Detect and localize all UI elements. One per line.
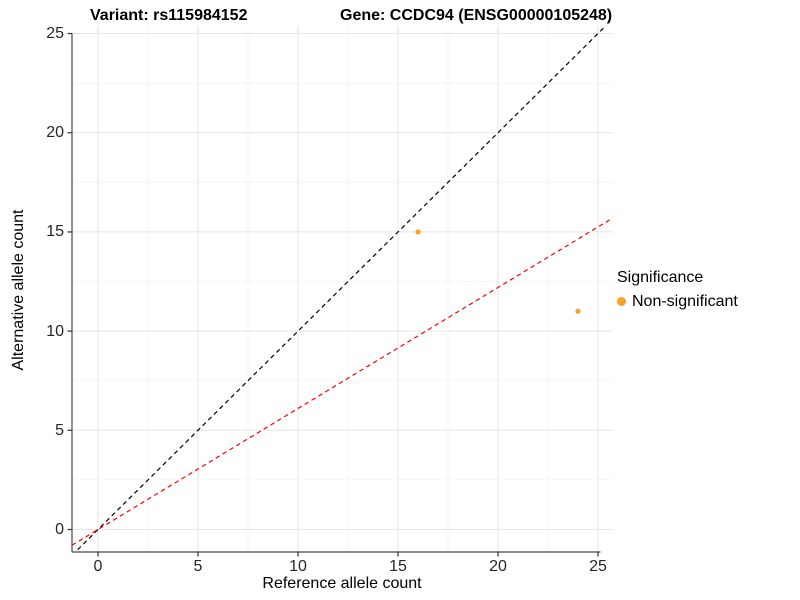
x-tick-label: 5 [193,558,203,575]
data-point [415,229,421,235]
y-tick-label: 20 [46,124,64,142]
x-tick-label: 25 [589,558,607,575]
legend-title: Significance [617,269,704,286]
plot-title-variant: Variant: rs115984152 [90,7,248,24]
plot-title-gene: Gene: CCDC94 (ENSG00000105248) [340,7,613,24]
y-tick-label: 15 [46,223,64,241]
y-tick-label: 0 [55,521,64,538]
legend-item-non-significant: Non-significant [617,292,738,311]
y-tick-label: 25 [46,25,64,43]
x-tick-label: 10 [289,558,307,575]
x-axis-label: Reference allele count [262,575,422,592]
x-tick-label: 0 [93,558,103,575]
x-tick-label: 20 [489,558,507,575]
legend-dot-icon [617,297,626,306]
legend-item-label: Non-significant [632,293,738,310]
y-tick-label: 5 [55,421,64,439]
y-axis-label: Alternative allele count [10,209,27,371]
y-tick-label: 10 [46,322,64,340]
data-point [575,308,581,314]
identity-reference-line [74,26,607,552]
legend: Significance Non-significant [617,268,738,311]
x-tick-label: 15 [389,558,407,575]
fit-reference-line [72,217,613,546]
